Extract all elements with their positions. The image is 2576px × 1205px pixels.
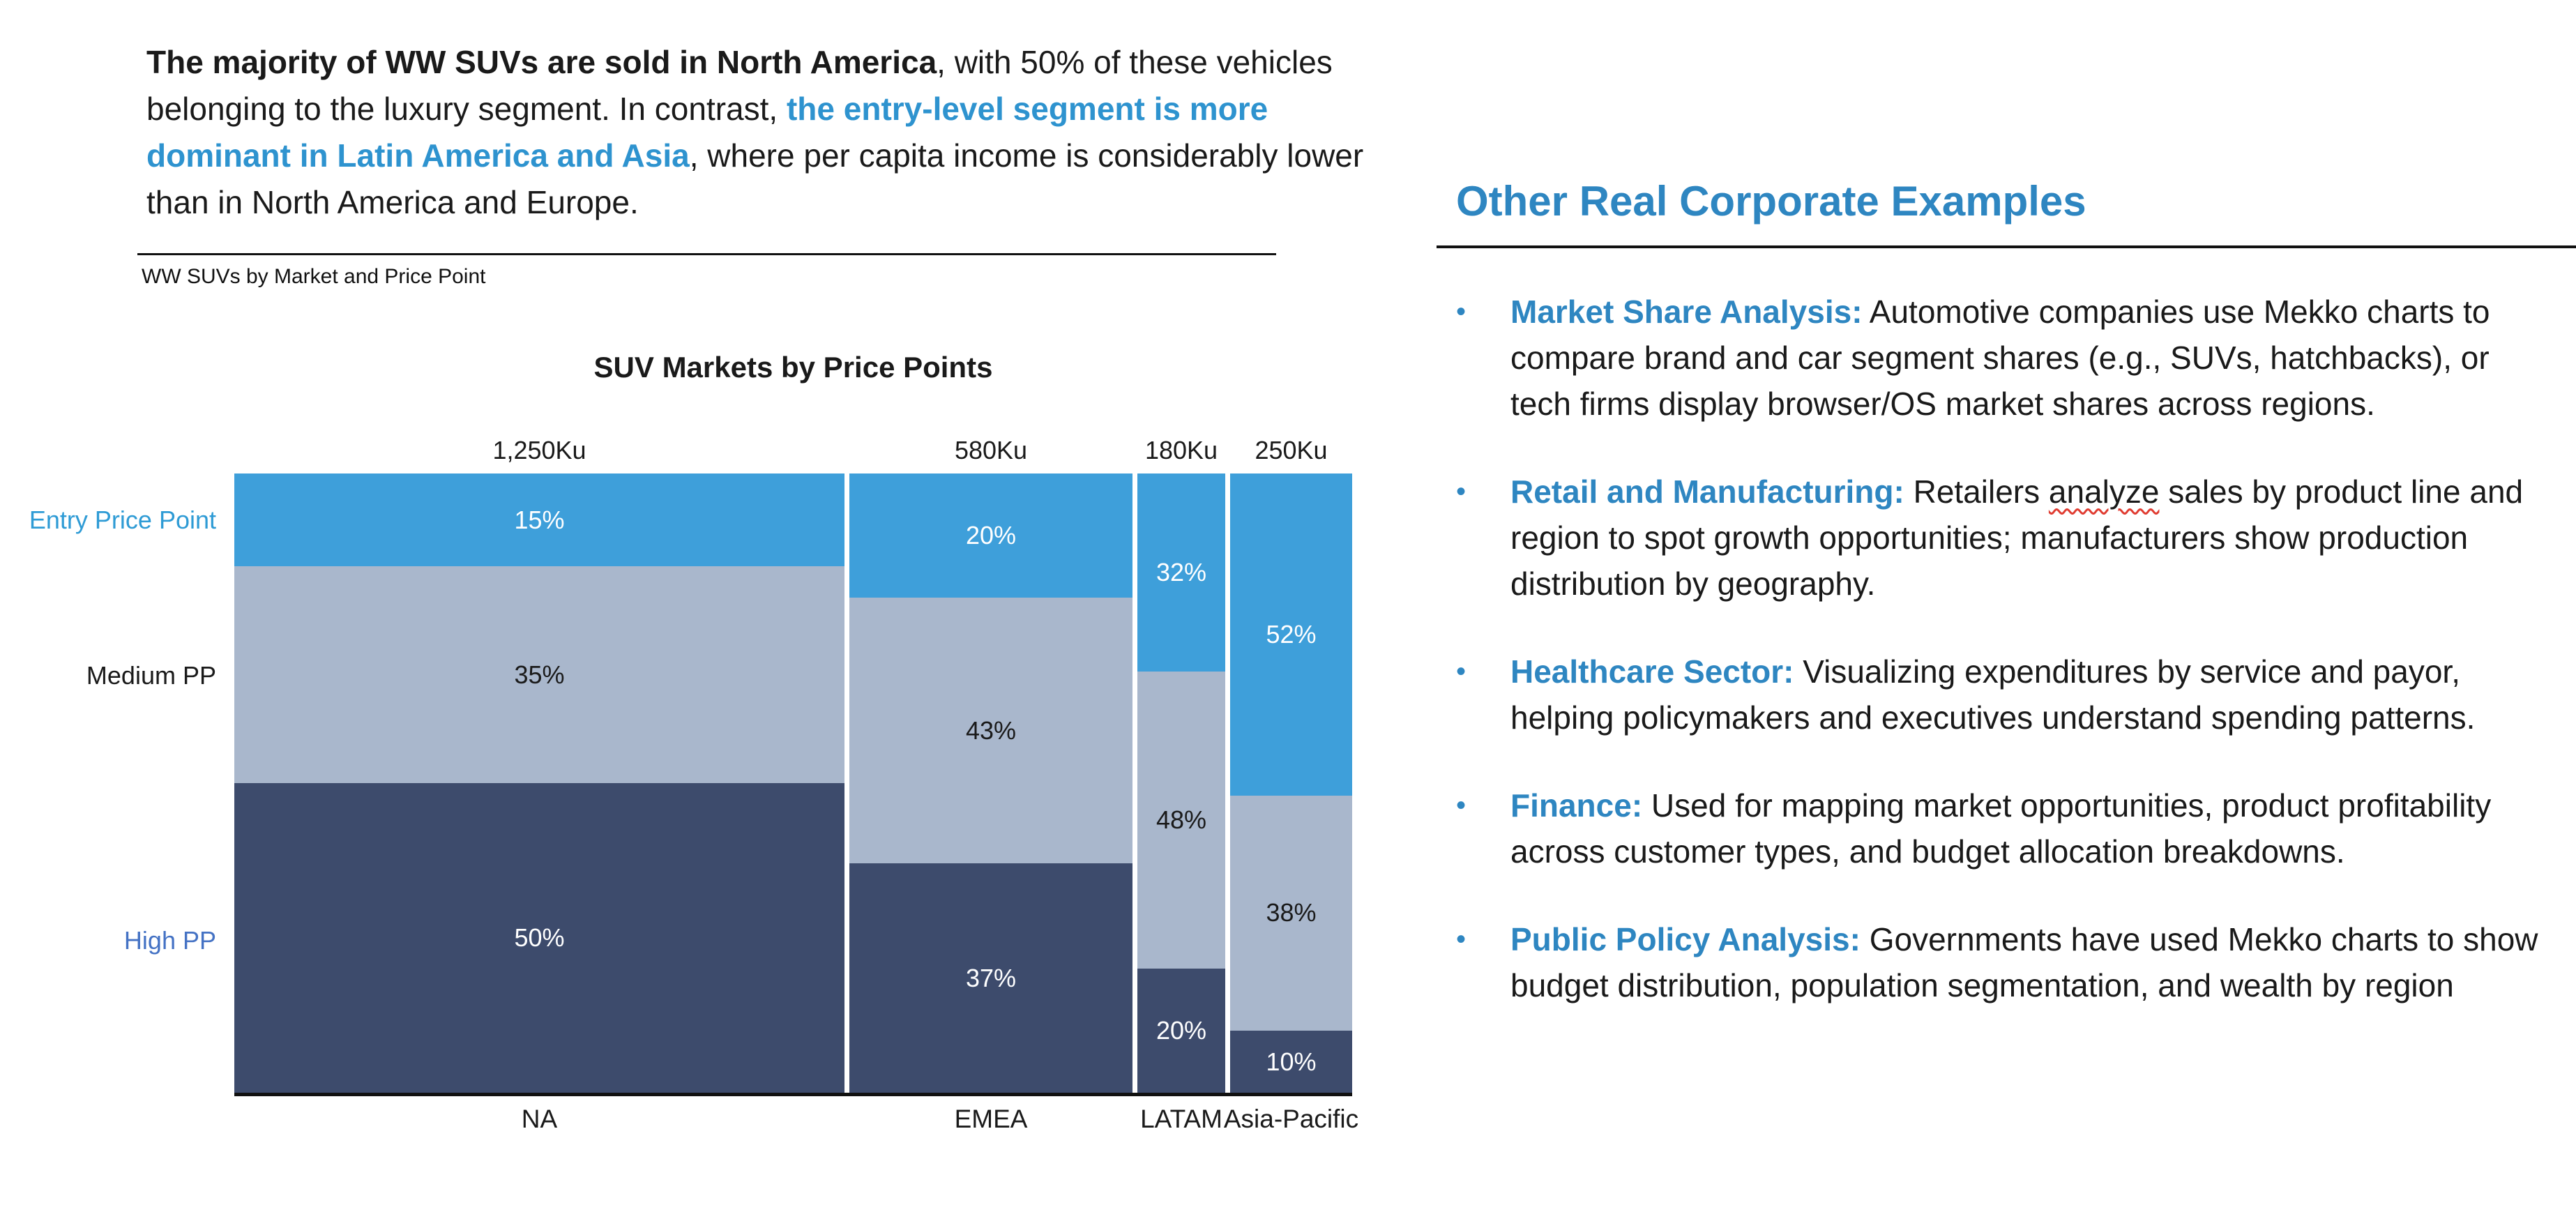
column-size-labels-row: 1,250Ku 580Ku 180Ku 250Ku xyxy=(234,433,1352,473)
mekko-segment: 38% xyxy=(1230,795,1352,1031)
example-lead: Market Share Analysis: xyxy=(1510,294,1863,330)
example-item: • Public Policy Analysis: Governments hav… xyxy=(1456,916,2558,1008)
example-body: Used for mapping market opportunities, p… xyxy=(1510,787,2492,870)
example-lead: Retail and Manufacturing: xyxy=(1510,473,1904,510)
mekko-chart: 1,250Ku 580Ku 180Ku 250Ku 15% 35% 50% 20% 43% 37… xyxy=(29,433,1359,1134)
examples-title: Other Real Corporate Examples xyxy=(1456,178,2086,225)
row-label: Medium PP xyxy=(86,661,216,690)
example-item: • Finance: Used for mapping market opport… xyxy=(1456,782,2558,874)
column-axis-label: Asia-Pacific xyxy=(1223,1105,1359,1133)
mekko-segment: 48% xyxy=(1137,672,1225,969)
column-axis-label: EMEA xyxy=(954,1105,1028,1133)
column-size-label: 580Ku xyxy=(954,436,1028,464)
example-text: Public Policy Analysis: Governments have… xyxy=(1510,916,2558,1008)
mekko-segment: 35% xyxy=(234,566,844,783)
bullet-icon: • xyxy=(1456,296,1467,327)
chart-caption: WW SUVs by Market and Price Point xyxy=(142,265,486,288)
mekko-column-LATAM: 32% 48% 20% xyxy=(1137,473,1225,1093)
example-body-misspelled: analyze xyxy=(2048,473,2160,510)
mekko-segment: 20% xyxy=(1137,969,1225,1093)
example-body: Visualizing expenditures by service and … xyxy=(1510,653,2476,736)
mekko-segment: 50% xyxy=(234,782,844,1093)
example-body: Governments have used Mekko charts to sh… xyxy=(1510,921,2538,1003)
example-lead: Healthcare Sector: xyxy=(1510,653,1794,690)
mekko-segment: 37% xyxy=(849,863,1132,1093)
example-item: • Healthcare Sector: Visualizing expendit… xyxy=(1456,649,2558,741)
mekko-segment: 15% xyxy=(234,473,844,567)
example-item: • Market Share Analysis: Automotive compa… xyxy=(1456,289,2558,427)
intro-highlight-statement: the entry-level segment is more dominant… xyxy=(146,91,1268,174)
mekko-segment: 52% xyxy=(1230,473,1352,796)
intro-paragraph: The majority of WW SUVs are sold in Nort… xyxy=(146,39,1402,226)
example-text: Market Share Analysis: Automotive compan… xyxy=(1510,289,2558,427)
example-text: Retail and Manufacturing: Retailers anal… xyxy=(1510,469,2558,607)
column-axis-label: LATAM xyxy=(1140,1105,1222,1133)
example-body: sales by product line and region to spot… xyxy=(1510,473,2524,602)
bullet-icon: • xyxy=(1456,924,1467,955)
mekko-segment: 20% xyxy=(849,473,1132,598)
left-divider-line xyxy=(137,253,1276,255)
intro-text-2: , where per capita income is considerabl… xyxy=(146,137,1364,220)
column-size-label: 250Ku xyxy=(1255,436,1328,464)
bullet-icon: • xyxy=(1456,790,1467,821)
row-label: Entry Price Point xyxy=(29,505,216,534)
right-divider-line xyxy=(1437,245,2576,248)
chart-title: SUV Markets by Price Points xyxy=(593,351,993,384)
column-axis-label: NA xyxy=(521,1105,558,1133)
mekko-columns: 15% 35% 50% 20% 43% 37% 32% 48% 20% 52% 38% 10% xyxy=(234,473,1352,1096)
column-size-label: 1,250Ku xyxy=(492,436,586,464)
intro-bold-statement: The majority of WW SUVs are sold in Nort… xyxy=(146,44,937,80)
example-item: • Retail and Manufacturing: Retailers ana… xyxy=(1456,469,2558,607)
mekko-column-Asia-Pacific: 52% 38% 10% xyxy=(1230,473,1352,1093)
example-lead: Public Policy Analysis: xyxy=(1510,921,1861,957)
mekko-column-NA: 15% 35% 50% xyxy=(234,473,844,1093)
mekko-column-EMEA: 20% 43% 37% xyxy=(849,473,1132,1093)
mekko-segment: 43% xyxy=(849,597,1132,864)
row-label: High PP xyxy=(123,925,216,955)
example-text: Finance: Used for mapping market opportu… xyxy=(1510,782,2558,874)
mekko-segment: 10% xyxy=(1230,1031,1352,1093)
example-lead: Finance: xyxy=(1510,787,1643,824)
bullet-icon: • xyxy=(1456,656,1467,687)
bullet-icon: • xyxy=(1456,476,1467,507)
intro-text-1: , with 50% of these vehicles belonging t… xyxy=(146,44,1333,127)
mekko-segment: 32% xyxy=(1137,473,1225,672)
column-axis-labels-row: NA EMEA LATAM Asia-Pacific xyxy=(234,1096,1359,1134)
example-text: Healthcare Sector: Visualizing expenditu… xyxy=(1510,649,2558,741)
examples-list: • Market Share Analysis: Automotive compa… xyxy=(1456,289,2558,1050)
example-body: Automotive companies use Mekko charts to… xyxy=(1510,294,2490,422)
column-size-label: 180Ku xyxy=(1144,436,1218,464)
example-body: Retailers xyxy=(1904,473,2049,510)
